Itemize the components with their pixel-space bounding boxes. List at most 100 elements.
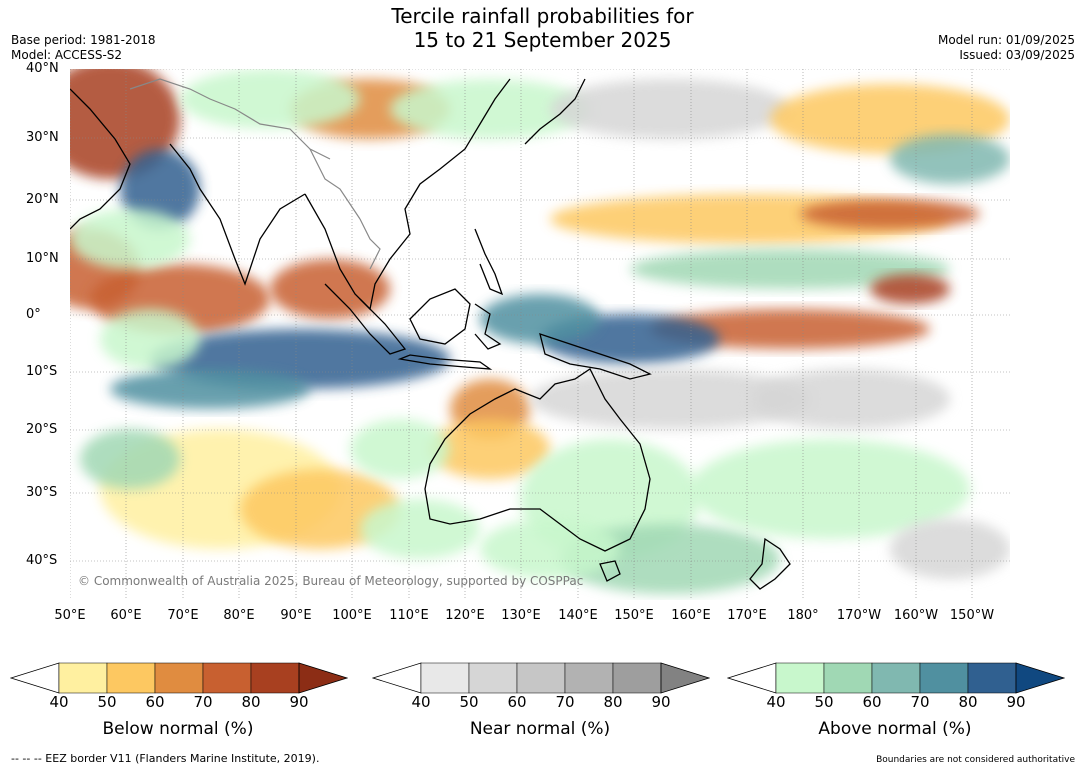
map-panel [40,59,1010,600]
colorbar-tick-label: 40 [766,693,786,711]
title-line-1: Tercile rainfall probabilities for [391,4,694,28]
longitude-label: 60°E [110,608,142,623]
latitude-label: 10°S [26,364,58,379]
anomaly-patch [70,209,190,269]
base-period: Base period: 1981-2018 [11,33,156,47]
colorbar-tick-label: 60 [862,693,882,711]
longitude-label: 130°E [501,608,541,623]
model-name: Model: ACCESS-S2 [11,48,123,62]
anomaly-patch [390,79,590,139]
meta-right: Model run: 01/09/2025 Issued: 03/09/2025 [938,33,1075,63]
longitude-label: 70°E [167,608,199,623]
colorbar [727,662,1065,694]
longitude-label: 160°E [671,608,711,623]
colorbar-segment [106,662,156,694]
anomaly-patch [430,419,550,479]
colorbar-tick-label: 70 [555,693,575,711]
chart-title: Tercile rainfall probabilities for 15 to… [0,4,1085,52]
colorbar-title: Near normal (%) [469,719,611,739]
colorbar-tick-label: 80 [958,693,978,711]
anomaly-patch [800,199,980,229]
colorbar-segment [775,662,825,694]
anomaly-patch [630,249,950,289]
colorbar-tick-label: 60 [507,693,527,711]
coastlines [69,78,791,590]
anomaly-patch [100,309,200,369]
latitude-label: 40°S [26,553,58,568]
colorbar-segment [919,662,969,694]
longitude-label: 50°E [54,608,86,623]
coast-java [397,354,493,370]
longitude-label: 160°W [893,608,939,623]
longitude-label: 170°W [836,608,882,623]
coast-indochina [304,78,511,311]
colorbar-tick-label: 80 [603,693,623,711]
colorbar-tick-label: 90 [1006,693,1026,711]
anomaly-patch [750,369,950,429]
colorbar-tick-label: 70 [910,693,930,711]
colorbar-segment [823,662,873,694]
anomaly-field [40,59,1010,594]
anomaly-patch [110,369,310,409]
colorbar-tick-label: 90 [651,693,671,711]
colorbar-segment [154,662,204,694]
coast-japan [524,78,586,145]
colorbar-tick-label: 50 [814,693,834,711]
model-run: Model run: 01/09/2025 [937,33,1075,47]
eez-border-note: -- -- -- EEZ border V11 (Flanders Marine… [11,752,320,765]
colorbar-segment [612,662,662,694]
longitude-label: 140°E [558,608,598,623]
colorbar-segment [202,662,252,694]
longitude-label: 110°E [389,608,429,623]
coast-arabia [69,88,131,230]
anomaly-patch [870,274,950,304]
anomaly-patch [480,294,600,344]
colorbar-tick-label: 80 [241,693,261,711]
anomaly-patch [890,519,1010,579]
longitude-label: 150°W [949,608,995,623]
colorbar-segment [250,662,300,694]
coast-australia [424,368,651,552]
boundaries-disclaimer: Boundaries are not considered authoritat… [876,755,1075,765]
coast-tasmania [599,560,621,582]
colorbar-tick-label: 40 [411,693,431,711]
map-svg [40,59,1010,600]
latitude-label: 20°N [26,192,59,207]
colorbar-title: Below normal (%) [102,719,254,739]
colorbar-segment [516,662,566,694]
anomaly-patch [480,519,620,579]
coast-borneo [409,288,471,345]
meta-left: Base period: 1981-2018 Model: ACCESS-S2 [11,33,156,63]
colorbar-segment [564,662,614,694]
colorbar-title: Above normal (%) [818,719,972,739]
latitude-label: 0° [26,307,41,322]
colorbar [372,662,710,694]
latitude-label: 30°S [26,485,58,500]
longitude-label: 150°E [614,608,654,623]
colorbar-tick-label: 90 [289,693,309,711]
colorbar-tick-label: 40 [49,693,69,711]
longitude-label: 170°E [727,608,767,623]
coast-philippines [474,228,504,296]
colorbar-segment [58,662,108,694]
anomaly-patch [180,69,360,129]
anomaly-patch [40,59,180,179]
latitude-label: 20°S [26,422,58,437]
coast-new-guinea [539,333,652,380]
latitude-label: 40°N [26,61,59,76]
colorbar-high-extend [298,662,348,694]
colorbar-tick-label: 50 [459,693,479,711]
coast-sulawesi [474,303,502,350]
longitude-label: 100°E [332,608,372,623]
latitude-label: 30°N [26,130,59,145]
anomaly-patch [80,429,180,489]
title-line-2: 15 to 21 September 2025 [413,28,672,52]
colorbar-low-extend [727,662,777,694]
coast-new-zealand [749,537,791,590]
country-borders [129,78,381,270]
anomaly-patch [360,499,480,559]
colorbar [10,662,348,694]
colorbar-high-extend [1015,662,1065,694]
colorbar-tick-label: 70 [193,693,213,711]
anomaly-patch [120,149,200,229]
